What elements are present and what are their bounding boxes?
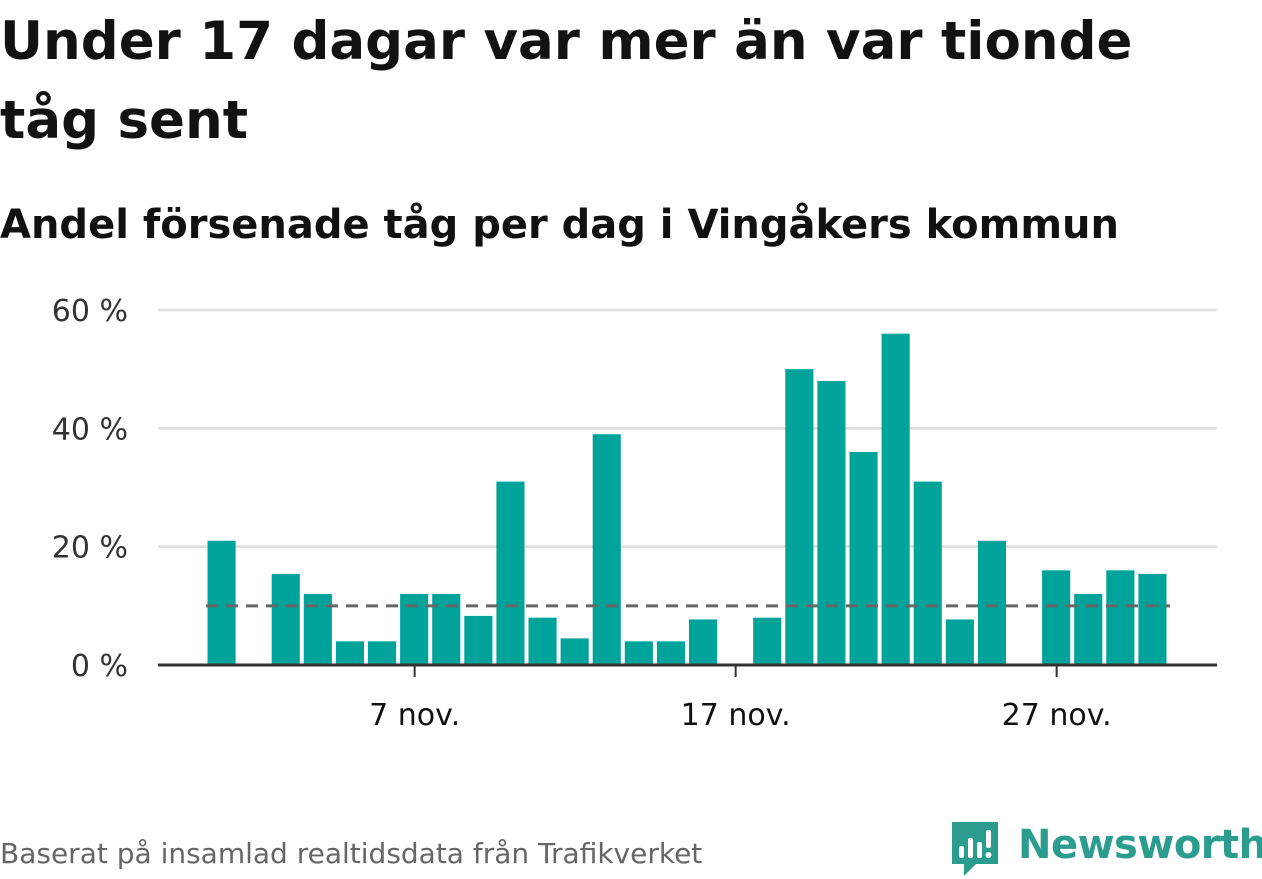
bar [1042, 570, 1071, 665]
bar [560, 638, 589, 665]
bar [592, 434, 621, 665]
chart-subtitle: Andel försenade tåg per dag i Vingåkers … [0, 202, 1119, 248]
x-tick-label: 27 nov. [1002, 698, 1112, 733]
newsworthy-logo-icon [952, 822, 998, 876]
bar [335, 641, 364, 665]
bar [785, 369, 814, 665]
source-note: Baserat på insamlad realtidsdata från Tr… [0, 837, 703, 870]
bar [881, 333, 910, 665]
bar [528, 617, 557, 665]
chart-title: Under 17 dagar var mer än var tionde tåg… [0, 11, 1133, 151]
x-tick-label: 17 nov. [681, 698, 791, 733]
y-axis-labels: 0 % 20 % 40 % 60 % [52, 294, 128, 684]
y-tick-label: 60 % [52, 294, 128, 329]
gridlines [158, 308, 1217, 548]
y-tick-label: 20 % [52, 531, 128, 566]
bar [945, 619, 974, 665]
bar [689, 619, 718, 665]
bar [464, 615, 493, 665]
newsworthy-brand[interactable]: Newsworthy [950, 818, 1262, 878]
bar [1138, 573, 1167, 665]
bar [496, 481, 525, 665]
bar [207, 540, 236, 665]
bar [753, 617, 782, 665]
bar [368, 641, 397, 665]
bars [207, 333, 1167, 665]
y-tick-label: 40 % [52, 412, 128, 447]
y-tick-label: 0 % [71, 649, 128, 684]
bar [624, 641, 653, 665]
x-axis [158, 663, 1217, 677]
bar [913, 481, 942, 665]
bar [817, 381, 846, 665]
bar [849, 452, 878, 665]
x-axis-labels: 7 nov. 17 nov. 27 nov. [369, 698, 1112, 733]
brand-name: Newsworthy [1018, 822, 1262, 868]
bar [271, 573, 300, 665]
bar-chart: 0 % 20 % 40 % 60 % 7 nov. 17 nov. 27 nov. [52, 294, 1217, 733]
bar [656, 641, 685, 665]
bar [977, 540, 1006, 665]
x-tick-label: 7 nov. [369, 698, 460, 733]
bar [1106, 570, 1135, 665]
